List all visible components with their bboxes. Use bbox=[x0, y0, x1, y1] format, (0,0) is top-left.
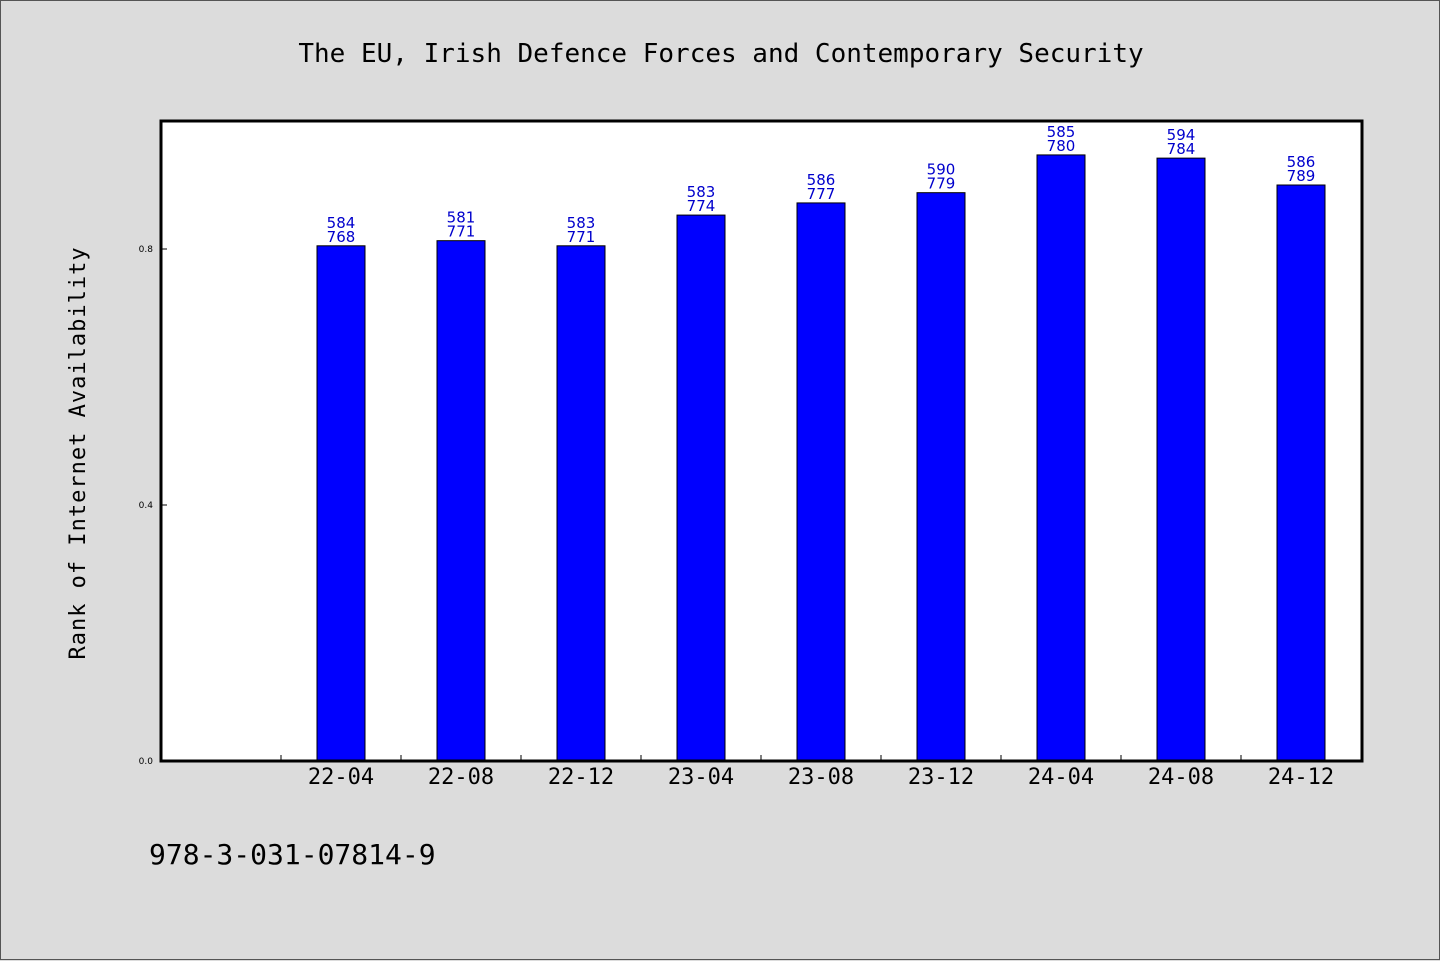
x-tick-label-23-08: 23-08 bbox=[788, 765, 854, 790]
x-tick-label-22-12: 22-12 bbox=[548, 765, 614, 790]
isbn-footer: 978-3-031-07814-9 bbox=[149, 838, 436, 871]
data-label-23-04-1: 774 bbox=[687, 197, 716, 215]
bar-24-04 bbox=[1036, 154, 1086, 762]
y-axis-label: Rank of Internet Availability bbox=[66, 246, 91, 659]
bar-22-04 bbox=[316, 245, 366, 762]
bar-22-08 bbox=[436, 240, 486, 762]
y-tick-label-0.4: 0.4 bbox=[139, 501, 154, 511]
data-label-24-08-1: 784 bbox=[1167, 140, 1196, 158]
x-tick-label-22-04: 22-04 bbox=[308, 765, 374, 790]
bar-24-12 bbox=[1276, 184, 1326, 762]
bar-24-08 bbox=[1156, 157, 1206, 762]
x-tick-label-24-04: 24-04 bbox=[1028, 765, 1094, 790]
plot-border bbox=[159, 119, 1364, 763]
bar-22-12 bbox=[556, 245, 606, 762]
data-label-24-12-0: 586 bbox=[1287, 153, 1316, 171]
y-tick-label-0.0: 0.0 bbox=[139, 757, 154, 767]
data-label-23-12-1: 779 bbox=[927, 175, 956, 193]
x-tick-label-23-12: 23-12 bbox=[908, 765, 974, 790]
bar-23-08 bbox=[796, 202, 846, 762]
bars-layer bbox=[316, 154, 1326, 762]
data-label-23-04-0: 583 bbox=[687, 183, 716, 201]
chart-title: The EU, Irish Defence Forces and Contemp… bbox=[298, 39, 1143, 69]
data-label-23-08-0: 586 bbox=[807, 171, 836, 189]
data-label-22-12-0: 583 bbox=[567, 214, 596, 232]
data-label-22-08-1: 771 bbox=[447, 223, 476, 241]
data-label-23-08-1: 777 bbox=[807, 185, 836, 203]
x-tick-label-22-08: 22-08 bbox=[428, 765, 494, 790]
x-tick-label-24-08: 24-08 bbox=[1148, 765, 1214, 790]
data-label-22-04-1: 768 bbox=[327, 228, 356, 246]
data-label-23-12-0: 590 bbox=[927, 161, 956, 179]
data-label-22-12-1: 771 bbox=[567, 228, 596, 246]
x-axis-ticks: 22-04 22-08 22-12 23-04 23-08 23-12 24-04 24-08… bbox=[280, 755, 1362, 790]
data-label-24-04-1: 780 bbox=[1047, 137, 1076, 155]
data-label-24-12-1: 789 bbox=[1287, 167, 1316, 185]
data-label-22-08-0: 581 bbox=[447, 209, 476, 227]
y-tick-label-0.8: 0.8 bbox=[139, 245, 154, 255]
data-label-22-04-0: 584 bbox=[327, 214, 356, 232]
data-label-24-08-0: 594 bbox=[1167, 126, 1196, 144]
x-tick-label-23-04: 23-04 bbox=[668, 765, 734, 790]
data-label-24-04-0: 585 bbox=[1047, 123, 1076, 141]
bar-23-12 bbox=[916, 192, 966, 762]
bar-23-04 bbox=[676, 214, 726, 762]
x-tick-label-24-12: 24-12 bbox=[1268, 765, 1334, 790]
